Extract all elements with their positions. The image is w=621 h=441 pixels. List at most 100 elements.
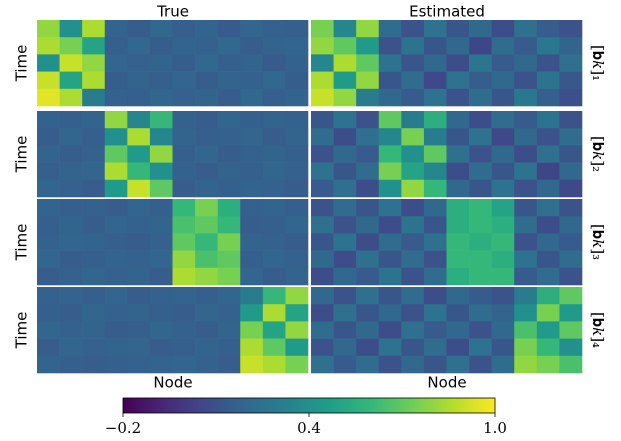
heatmap-cell	[311, 216, 334, 234]
heatmap-cell	[469, 20, 492, 38]
heatmap-cell	[262, 162, 286, 181]
heatmap-cell	[217, 37, 241, 55]
heatmap-cell	[149, 321, 173, 339]
heatmap-cell	[104, 20, 128, 38]
heatmap-cell	[104, 250, 128, 269]
heatmap-cell	[262, 20, 286, 38]
heatmap-cell	[378, 20, 402, 38]
heatmap-cell	[172, 216, 196, 234]
heatmap-cell	[559, 88, 583, 107]
heatmap-cell	[82, 162, 106, 181]
heatmap-cell	[311, 54, 334, 72]
heatmap-cell	[104, 304, 128, 322]
heatmap-cell	[262, 287, 286, 305]
heatmap-cell	[356, 287, 380, 305]
heatmap-cell	[446, 304, 470, 322]
heatmap-cell	[285, 111, 309, 129]
heatmap-cell	[240, 216, 264, 234]
heatmap-cell	[262, 145, 286, 163]
heatmap-cell	[514, 233, 538, 251]
heatmap-cell	[195, 162, 218, 181]
heatmap-cell	[446, 20, 470, 38]
heatmap-cell	[195, 54, 218, 72]
heatmap-cell	[59, 304, 83, 322]
heatmap-cell	[311, 88, 334, 107]
heatmap-cell	[401, 145, 425, 163]
heatmap-cell	[262, 304, 286, 322]
heatmap-cell	[285, 71, 309, 90]
heatmap-cell	[37, 37, 60, 55]
heatmap-cell	[59, 216, 83, 234]
heatmap-cell	[446, 216, 470, 234]
heatmap-cell	[82, 71, 106, 90]
heatmap-cell	[491, 111, 515, 129]
heatmap-cell	[104, 199, 128, 217]
row-label: [𝐛𝑘]₄	[589, 312, 607, 348]
heatmap-cell	[469, 179, 492, 198]
heatmap-cell	[446, 162, 470, 181]
heatmap-cell	[356, 37, 380, 55]
heatmap-cell	[333, 338, 357, 357]
heatmap-cell	[285, 267, 309, 286]
heatmap-cell	[104, 287, 128, 305]
heatmap-cell	[356, 199, 380, 217]
heatmap-cell	[401, 199, 425, 217]
heatmap-cell	[217, 287, 241, 305]
heatmap-cell	[311, 355, 334, 374]
heatmap-cell	[446, 111, 470, 129]
heatmap-cell	[285, 145, 309, 163]
heatmap-cell	[423, 355, 447, 374]
heatmap-cell	[172, 338, 196, 357]
heatmap-cell	[195, 233, 218, 251]
heatmap-cell	[104, 179, 128, 198]
heatmap-cell	[446, 37, 470, 55]
heatmap-cell	[378, 54, 402, 72]
heatmap-cell	[240, 355, 264, 374]
heatmap-cell	[356, 162, 380, 181]
heatmap-cell	[195, 128, 218, 146]
heatmap-cell	[172, 199, 196, 217]
heatmap-cell	[262, 216, 286, 234]
heatmap-cell	[311, 304, 334, 322]
heatmap-cell	[172, 145, 196, 163]
heatmap-cell	[217, 338, 241, 357]
heatmap-cell	[37, 88, 60, 107]
heatmap-cell	[559, 37, 583, 55]
heatmap-cell	[262, 338, 286, 357]
heatmap-cell	[423, 145, 447, 163]
heatmap-cell	[423, 111, 447, 129]
heatmap-cell	[423, 88, 447, 107]
colorbar	[122, 397, 496, 414]
heatmap-cell	[311, 267, 334, 286]
heatmap-cell	[82, 233, 106, 251]
heatmap-cell	[195, 111, 218, 129]
heatmap-cell	[401, 71, 425, 90]
heatmap-cell	[514, 145, 538, 163]
heatmap-cell	[195, 338, 218, 357]
heatmap-cell	[172, 37, 196, 55]
heatmap-cell	[514, 128, 538, 146]
heatmap-cell	[285, 179, 309, 198]
heatmap-cell	[59, 355, 83, 374]
heatmap-cell	[469, 199, 492, 217]
heatmap-cell	[59, 20, 83, 38]
heatmap-cell	[356, 267, 380, 286]
heatmap-cell	[172, 304, 196, 322]
heatmap-cell	[559, 54, 583, 72]
heatmap-cell	[37, 145, 60, 163]
heatmap-cell	[469, 267, 492, 286]
heatmap-cell	[285, 54, 309, 72]
heatmap-cell	[401, 355, 425, 374]
heatmap-cell	[149, 88, 173, 107]
heatmap-cell	[217, 88, 241, 107]
heatmap-cell	[217, 71, 241, 90]
heatmap-cell	[104, 88, 128, 107]
heatmap-cell	[356, 355, 380, 374]
heatmap-cell	[401, 162, 425, 181]
heatmap-cell	[356, 179, 380, 198]
row-label: [𝐛𝑘]₁	[589, 45, 607, 81]
heatmap-cell	[356, 216, 380, 234]
heatmap-cell	[333, 54, 357, 72]
heatmap-cell	[195, 37, 218, 55]
heatmap-cell	[356, 54, 380, 72]
